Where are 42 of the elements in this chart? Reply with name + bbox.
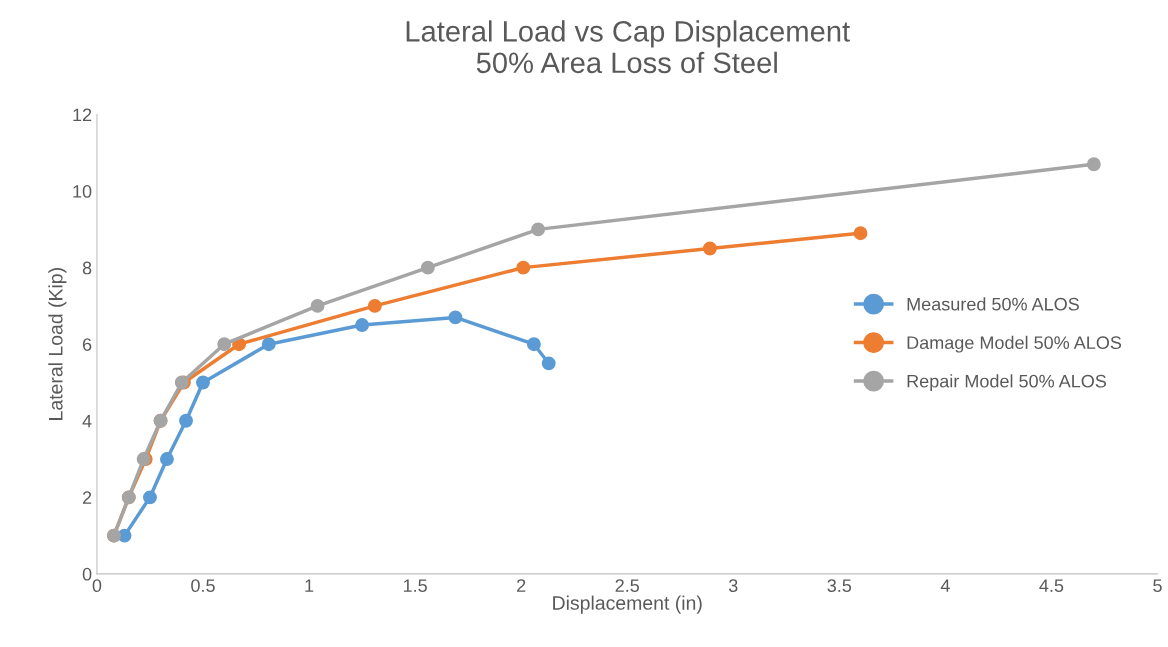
point bbox=[261, 337, 276, 352]
point bbox=[541, 356, 556, 371]
x-tick-label: 5 bbox=[1153, 579, 1162, 593]
x-tick-label: 1 bbox=[305, 579, 314, 592]
legend-label: Measured 50% ALOS bbox=[907, 297, 1079, 311]
point bbox=[367, 298, 382, 313]
x-tick-label: 4 bbox=[940, 579, 950, 592]
point bbox=[526, 337, 541, 352]
y-axis-title: Lateral Load (Kip) bbox=[48, 268, 67, 420]
x-tick-label: 2 bbox=[517, 579, 526, 592]
point bbox=[179, 413, 193, 428]
point bbox=[310, 298, 325, 313]
y-tick-label: 10 bbox=[73, 185, 92, 198]
x-axis-title: Displacement (in) bbox=[553, 595, 702, 614]
point bbox=[448, 310, 463, 325]
point bbox=[355, 318, 370, 333]
legend-label: Repair Model 50% ALOS bbox=[907, 374, 1107, 392]
x-tick-label: 2.5 bbox=[615, 579, 640, 593]
y-tick-label: 12 bbox=[73, 108, 92, 122]
y-tick-label: 4 bbox=[82, 414, 92, 428]
y-tick-label: 2 bbox=[82, 491, 92, 504]
point bbox=[531, 222, 546, 237]
point bbox=[516, 260, 531, 275]
x-tick-label: 3.5 bbox=[827, 579, 852, 593]
point bbox=[702, 241, 717, 256]
x-tick-label: 0 bbox=[92, 579, 102, 593]
point bbox=[159, 452, 174, 466]
point bbox=[1086, 157, 1101, 172]
point bbox=[217, 337, 232, 352]
legend-label: Damage Model 50% ALOS bbox=[907, 335, 1122, 353]
y-tick-label: 0 bbox=[82, 567, 92, 581]
x-tick-label: 3 bbox=[728, 579, 738, 593]
point bbox=[196, 375, 210, 390]
x-tick-label: 1.5 bbox=[403, 579, 427, 593]
y-tick-label: 6 bbox=[82, 338, 92, 351]
x-tick-label: 4.5 bbox=[1039, 579, 1064, 593]
point bbox=[853, 226, 868, 241]
chart-title: Lateral Load vs Cap Displacement 50% Area Loss of Steel bbox=[406, 20, 850, 74]
point bbox=[143, 490, 157, 505]
point bbox=[420, 260, 435, 275]
y-tick-label: 8 bbox=[82, 261, 92, 275]
x-tick-label: 0.5 bbox=[191, 579, 215, 593]
